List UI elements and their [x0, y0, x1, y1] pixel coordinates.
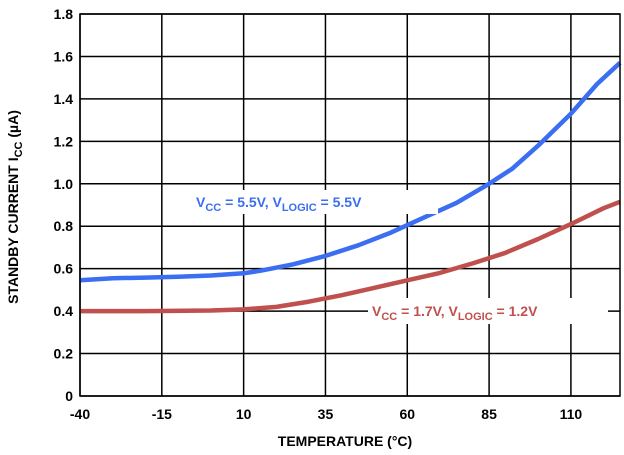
- series-line-0: [79, 61, 622, 283]
- y-tick-label: 1.8: [54, 6, 74, 22]
- y-axis-title-subscript: CC: [13, 141, 25, 157]
- y-tick-labels: 0 0.2 0.4 0.6 0.8 1.0 1.2 1.4 1.6 1.8: [54, 6, 74, 404]
- series-lines: [79, 61, 622, 314]
- x-tick-label: -40: [70, 406, 90, 422]
- series-label-vcc-1v7-text: VCC = 1.7V, VLOGIC = 1.2V: [372, 303, 538, 323]
- series-label-vcc-5v5-background: [192, 190, 438, 214]
- x-tick-label: 35: [318, 406, 334, 422]
- y-tick-label: 0: [65, 388, 73, 404]
- y-tick-label: 0.6: [54, 261, 74, 277]
- y-tick-label: 1.2: [54, 133, 74, 149]
- series-label-vcc-5v5-text: VCC = 5.5V, VLOGIC = 5.5V: [196, 194, 362, 214]
- series-label-vcc-5v5: VCC = 5.5V, VLOGIC = 5.5V: [192, 190, 438, 214]
- x-axis-title: TEMPERATURE (°C): [278, 433, 412, 449]
- y-axis-title-unit: (µA): [5, 110, 21, 141]
- y-axis-title-main: STANDBY CURRENT I: [5, 157, 21, 304]
- x-tick-label: 85: [481, 406, 497, 422]
- y-tick-label: 0.4: [54, 303, 74, 319]
- series-label-vcc-1v7: VCC = 1.7V, VLOGIC = 1.2V: [368, 298, 608, 324]
- series-line-1: [80, 199, 621, 314]
- series-label-vcc-1v7-background: [368, 298, 608, 324]
- plot-frame: [79, 13, 621, 397]
- x-tick-label: -15: [152, 406, 172, 422]
- y-tick-label: 0.8: [54, 218, 74, 234]
- x-tick-label: 110: [560, 406, 583, 422]
- x-tick-label: 10: [236, 406, 252, 422]
- y-tick-label: 1.0: [54, 176, 74, 192]
- x-tick-labels: -40 -15 10 35 60 85 110: [70, 406, 583, 422]
- y-tick-label: 0.2: [54, 346, 74, 362]
- x-tick-label: 60: [399, 406, 415, 422]
- y-tick-label: 1.4: [54, 91, 74, 107]
- y-axis-title: STANDBY CURRENT ICC (µA): [5, 110, 25, 304]
- y-tick-label: 1.6: [54, 48, 74, 64]
